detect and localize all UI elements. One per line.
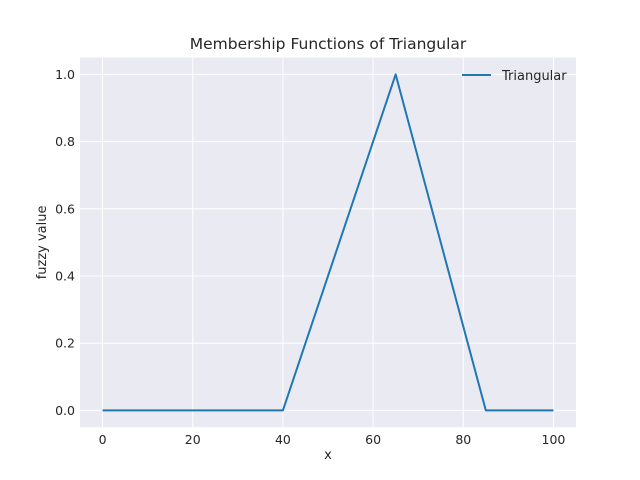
x-axis-label: x <box>324 448 332 463</box>
x-tick-label: 60 <box>365 432 381 447</box>
y-tick-label: 0.8 <box>55 134 75 149</box>
y-tick-label: 0.0 <box>55 403 75 418</box>
y-tick-label: 0.6 <box>55 201 75 216</box>
series-layer <box>102 73 554 412</box>
x-tick-label: 20 <box>185 432 201 447</box>
y-axis-label: fuzzy value <box>35 205 50 279</box>
y-tick-label: 1.0 <box>55 67 75 82</box>
x-tick-label: 80 <box>455 432 471 447</box>
plot-background <box>80 57 576 428</box>
x-tick-label: 40 <box>275 432 291 447</box>
y-tick-label: 0.2 <box>55 336 75 351</box>
legend-label-triangular: Triangular <box>501 69 567 84</box>
series-line-triangular <box>102 73 554 412</box>
tick-labels: 0 20 40 60 80 100 0.0 0.2 0.4 0.6 0.8 1.0 <box>55 67 565 447</box>
x-tick-label: 0 <box>99 432 107 447</box>
x-tick-label: 100 <box>542 432 566 447</box>
chart-title: Membership Functions of Triangular <box>190 35 467 53</box>
y-tick-label: 0.4 <box>55 269 75 284</box>
legend: Triangular <box>462 69 567 84</box>
